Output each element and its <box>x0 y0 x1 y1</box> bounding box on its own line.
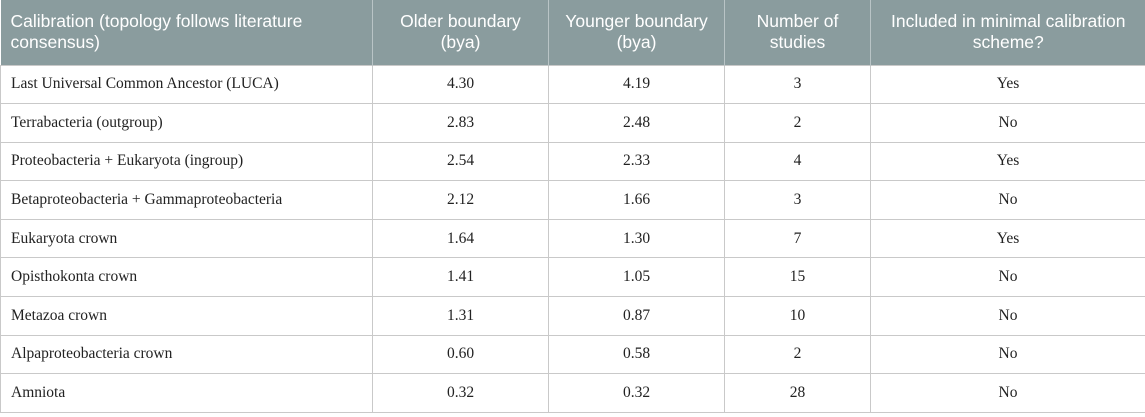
cell-included-minimal: Yes <box>870 64 1145 105</box>
table-row: Terrabacteria (outgroup) 2.83 2.48 2 No <box>0 103 1145 143</box>
cell-included-minimal: No <box>870 103 1145 143</box>
cell-included-minimal: Yes <box>870 218 1145 259</box>
cell-older-boundary: 4.30 <box>372 64 549 105</box>
cell-younger-boundary: 1.66 <box>548 180 725 220</box>
header-younger-boundary: Younger boundary (bya) <box>548 0 725 65</box>
cell-calibration: Opisthokonta crown <box>0 257 373 298</box>
header-older-boundary: Older boundary (bya) <box>372 0 549 65</box>
cell-included-minimal: No <box>870 180 1145 220</box>
cell-number-of-studies: 15 <box>724 257 871 298</box>
table-row: Proteobacteria + Eukaryota (ingroup) 2.5… <box>0 141 1145 182</box>
cell-older-boundary: 2.12 <box>372 180 549 220</box>
cell-younger-boundary: 0.32 <box>548 373 725 413</box>
cell-calibration: Alpaproteobacteria crown <box>0 334 373 375</box>
cell-calibration: Metazoa crown <box>0 296 373 336</box>
cell-younger-boundary: 2.33 <box>548 141 725 182</box>
header-row: Calibration (topology follows literature… <box>0 0 1145 65</box>
header-included-minimal: Included in minimal calibration scheme? <box>891 11 1126 53</box>
cell-younger-boundary: 4.19 <box>548 64 725 105</box>
cell-calibration: Amniota <box>0 373 373 413</box>
cell-calibration: Proteobacteria + Eukaryota (ingroup) <box>0 141 373 182</box>
table-row: Betaproteobacteria + Gammaproteobacteria… <box>0 180 1145 220</box>
table-row: Alpaproteobacteria crown 0.60 0.58 2 No <box>0 334 1145 375</box>
cell-included-minimal: No <box>870 334 1145 375</box>
cell-younger-boundary: 2.48 <box>548 103 725 143</box>
cell-calibration: Eukaryota crown <box>0 218 373 259</box>
cell-number-of-studies: 28 <box>724 373 871 413</box>
cell-calibration: Betaproteobacteria + Gammaproteobacteria <box>0 180 373 220</box>
cell-older-boundary: 1.31 <box>372 296 549 336</box>
cell-younger-boundary: 1.30 <box>548 218 725 259</box>
cell-number-of-studies: 3 <box>724 64 871 105</box>
cell-older-boundary: 1.41 <box>372 257 549 298</box>
table-header: Calibration (topology follows literature… <box>0 0 1145 65</box>
cell-younger-boundary: 1.05 <box>548 257 725 298</box>
cell-younger-boundary: 0.58 <box>548 334 725 375</box>
table-row: Opisthokonta crown 1.41 1.05 15 No <box>0 257 1145 298</box>
cell-number-of-studies: 3 <box>724 180 871 220</box>
table-row: Amniota 0.32 0.32 28 No <box>0 373 1145 413</box>
table-row: Last Universal Common Ancestor (LUCA) 4.… <box>0 64 1145 105</box>
cell-number-of-studies: 4 <box>724 141 871 182</box>
header-number-of-studies: Number of studies <box>724 0 871 65</box>
table-row: Metazoa crown 1.31 0.87 10 No <box>0 296 1145 336</box>
cell-older-boundary: 2.54 <box>372 141 549 182</box>
cell-number-of-studies: 2 <box>724 103 871 143</box>
cell-older-boundary: 0.60 <box>372 334 549 375</box>
table-row: Eukaryota crown 1.64 1.30 7 Yes <box>0 218 1145 259</box>
cell-older-boundary: 2.83 <box>372 103 549 143</box>
cell-included-minimal: Yes <box>870 141 1145 182</box>
cell-number-of-studies: 7 <box>724 218 871 259</box>
cell-younger-boundary: 0.87 <box>548 296 725 336</box>
cell-included-minimal: No <box>870 296 1145 336</box>
table-body: Last Universal Common Ancestor (LUCA) 4.… <box>0 64 1145 413</box>
header-calibration: Calibration (topology follows literature… <box>0 0 373 65</box>
cell-included-minimal: No <box>870 373 1145 413</box>
cell-older-boundary: 0.32 <box>372 373 549 413</box>
cell-calibration: Terrabacteria (outgroup) <box>0 103 373 143</box>
cell-included-minimal: No <box>870 257 1145 298</box>
cell-older-boundary: 1.64 <box>372 218 549 259</box>
cell-number-of-studies: 2 <box>724 334 871 375</box>
cell-calibration: Last Universal Common Ancestor (LUCA) <box>0 64 373 105</box>
cell-number-of-studies: 10 <box>724 296 871 336</box>
